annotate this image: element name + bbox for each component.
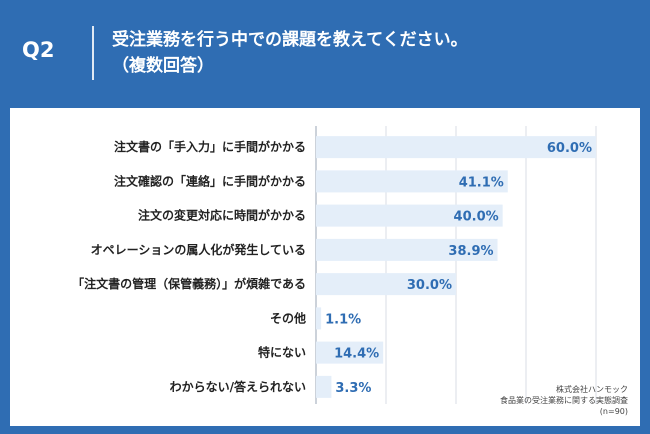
question-number: Q2 bbox=[22, 38, 55, 62]
bar-layer bbox=[316, 136, 596, 398]
source-note: 株式会社ハンモック 食品業の受注業務に関する実態調査 (n=90) bbox=[500, 384, 628, 417]
bar bbox=[316, 341, 384, 364]
value-label: 30.0% bbox=[407, 278, 452, 293]
value-label: 14.4% bbox=[334, 347, 379, 362]
category-label: その他 bbox=[270, 310, 306, 325]
bar bbox=[316, 238, 498, 261]
category-label: 注文の変更対応に時間がかかる bbox=[138, 208, 306, 223]
question-title: 受注業務を行う中での課題を教えてください。 （複数回答） bbox=[112, 27, 468, 79]
value-label: 41.1% bbox=[459, 175, 504, 190]
value-label: 60.0% bbox=[547, 141, 592, 156]
category-label: 特にない bbox=[258, 345, 306, 360]
value-label: 38.9% bbox=[448, 244, 493, 259]
question-header: Q2 受注業務を行う中での課題を教えてください。 （複数回答） bbox=[0, 0, 650, 108]
header-divider bbox=[92, 26, 94, 80]
category-label: 注文書の「手入力」に手間がかかる bbox=[114, 139, 306, 154]
source-company: 株式会社ハンモック bbox=[556, 385, 628, 394]
bar-chart: 注文書の「手入力」に手間がかかる 60.0% 注文確認の「連絡」に手間がかかる 41.… bbox=[72, 126, 597, 404]
value-label: 1.1% bbox=[325, 312, 361, 327]
bar bbox=[316, 170, 508, 193]
value-label: 40.0% bbox=[454, 210, 499, 225]
bar bbox=[316, 136, 596, 159]
category-label: 注文確認の「連絡」に手間がかかる bbox=[114, 173, 306, 188]
value-label: 3.3% bbox=[335, 381, 371, 396]
source-survey: 食品業の受注業務に関する実態調査 bbox=[500, 396, 628, 405]
bar bbox=[316, 307, 322, 330]
category-label: わからない/答えられない bbox=[170, 379, 306, 394]
category-label: オペレーションの属人化が発生している bbox=[91, 242, 306, 257]
bar bbox=[316, 204, 503, 227]
category-label: 「注文書の管理（保管義務）」が煩雑である bbox=[72, 276, 306, 291]
label-layer: 注文書の「手入力」に手間がかかる 60.0% 注文確認の「連絡」に手間がかかる 41.… bbox=[72, 139, 592, 396]
bar bbox=[316, 375, 332, 398]
question-title-line1: 受注業務を行う中での課題を教えてください。 bbox=[112, 30, 468, 50]
question-title-line2: （複数回答） bbox=[112, 56, 214, 76]
source-sample-size: (n=90) bbox=[599, 407, 628, 416]
bar bbox=[316, 273, 456, 296]
chart-panel: 注文書の「手入力」に手間がかかる 60.0% 注文確認の「連絡」に手間がかかる 41.… bbox=[10, 108, 640, 426]
